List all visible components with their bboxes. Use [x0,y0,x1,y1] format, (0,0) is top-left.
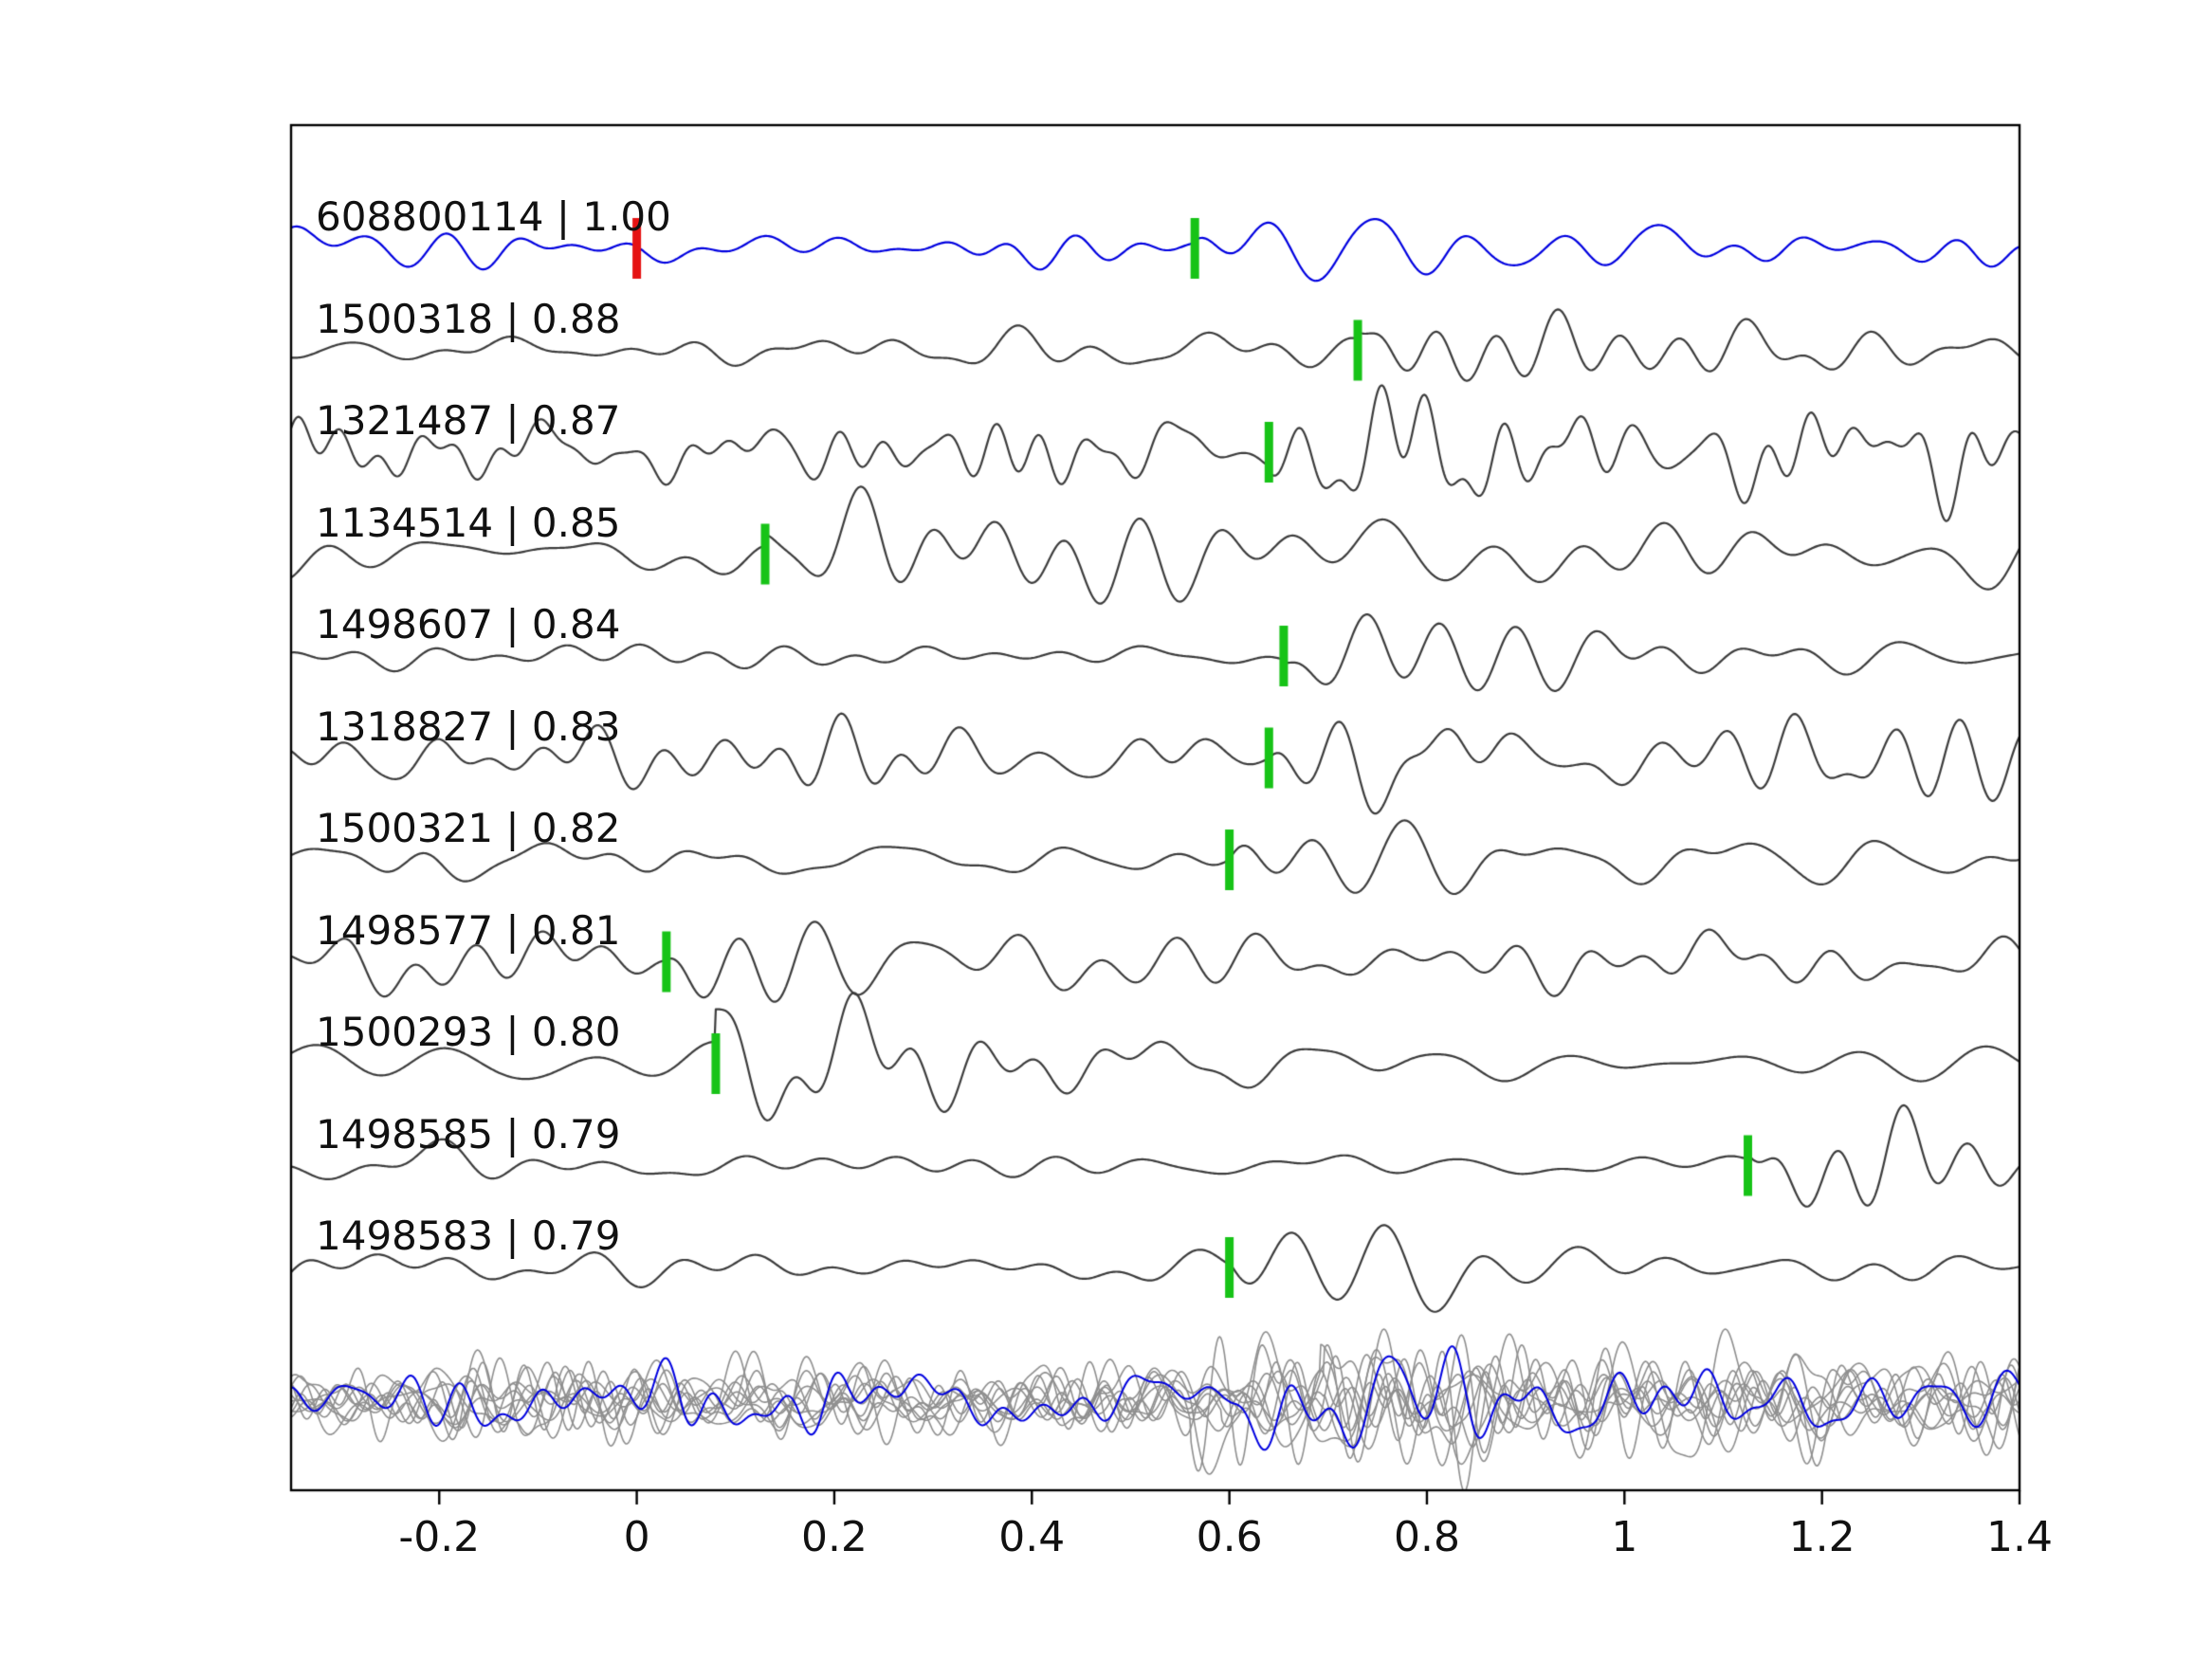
trace-label-1498577: 1498577 | 0.81 [316,906,621,954]
trace-label-1498583: 1498583 | 0.79 [316,1212,621,1259]
x-tick-label: 1 [1611,1513,1638,1561]
x-tick-label: -0.2 [398,1513,481,1561]
x-tick-label: 0.6 [1196,1513,1263,1561]
x-tick-label: 0.8 [1393,1513,1460,1561]
trace-label-608800114: 608800114 | 1.00 [316,193,671,240]
trace-label-1134514: 1134514 | 0.85 [316,499,621,546]
trace-label-1498585: 1498585 | 0.79 [316,1110,621,1158]
trace-label-1318827: 1318827 | 0.83 [316,702,621,750]
x-tick-label: 0.2 [800,1513,868,1561]
trace-label-1500293: 1500293 | 0.80 [316,1009,621,1055]
trace-label-1500321: 1500321 | 0.82 [316,805,621,851]
trace-label-1500318: 1500318 | 0.88 [316,295,621,342]
x-tick-label: 0 [623,1513,650,1561]
x-tick-label: 0.4 [998,1513,1066,1561]
x-tick-label: 1.4 [1986,1513,2053,1561]
trace-label-1321487: 1321487 | 0.87 [316,397,621,444]
x-tick-label: 1.2 [1788,1513,1856,1561]
trace-label-1498607: 1498607 | 0.84 [316,601,621,647]
